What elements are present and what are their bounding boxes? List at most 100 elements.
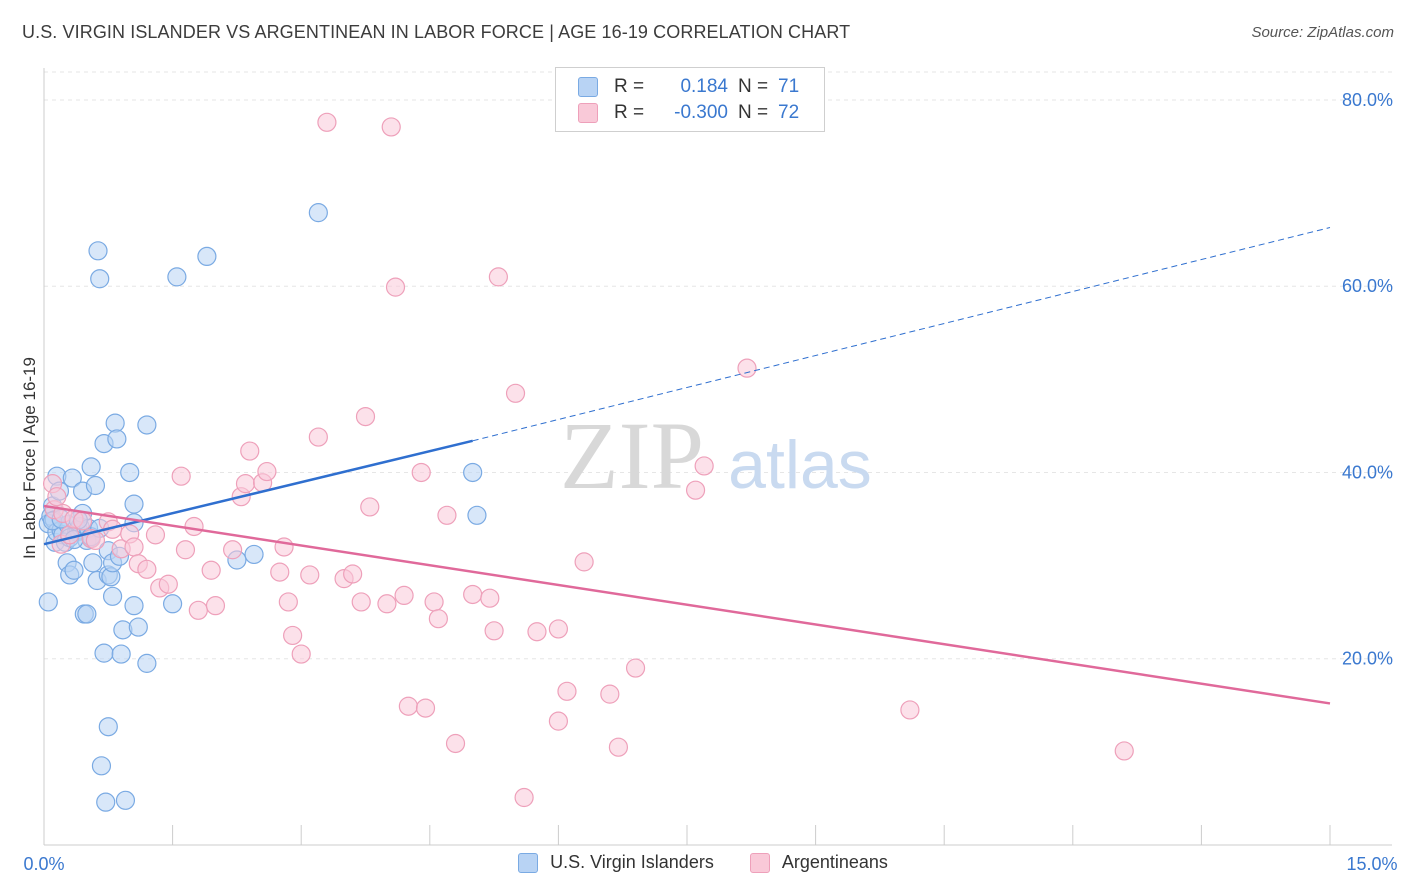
y-tick-label: 40.0% [1342,462,1393,482]
watermark: ZIP atlas [560,402,872,509]
argentinean-point [574,552,594,572]
argentinean-point [625,658,646,678]
virgin-islander-point [167,267,187,287]
argentinean-point [360,497,380,517]
virgin-islander-point [467,505,487,525]
virgin-islander-point [83,553,103,573]
virgin-islander-point [96,792,116,812]
source-label: Source: ZipAtlas.com [1251,24,1394,41]
argentinean-point [548,711,569,731]
argentinean-point [737,358,757,378]
series-swatch-blue [518,852,539,873]
gridlines [44,71,1392,660]
virgin-islander-point [107,429,127,449]
argentinean-point [257,461,277,482]
virgin-islander-point [62,468,82,488]
legend-r-label: R = [614,76,645,97]
argentinean-point [145,525,166,545]
data-points [38,112,1134,812]
series-legend-item-virgin-islanders[interactable]: U.S. Virgin Islanders [518,852,714,873]
virgin-islander-point [81,457,101,477]
virgin-islander-trend-extension [472,227,1331,442]
virgin-islander-point [308,203,328,223]
virgin-islander-point [105,413,125,433]
argentinean-point [480,588,500,608]
series-label: Argentineans [781,852,888,872]
virgin-islander-point [137,415,157,435]
virgin-islander-point [128,617,148,637]
virgin-islander-point [197,246,217,267]
argentinean-point [235,474,256,494]
argentinean-point [463,584,483,605]
tick-labels: 20.0% 40.0% 60.0% 80.0% 0.0% 15.0% [23,90,1397,874]
virgin-islander-point [124,494,144,514]
virgin-islander-trend-line [43,439,473,546]
argentinean-point [317,112,337,132]
argentinean-point [278,592,298,612]
argentinean-point [385,277,406,297]
virgin-islander-point [102,586,123,606]
argentinean-point [205,596,226,616]
y-tick-label: 60.0% [1342,276,1393,296]
y-tick-label: 80.0% [1342,90,1393,110]
argentinean-point [488,267,508,287]
virgin-islander-point [124,596,144,616]
virgin-islander-point [77,604,97,624]
virgin-islander-point [115,790,136,810]
argentinean-point [124,537,144,557]
series-swatch-pink [749,852,770,873]
argentinean-point [158,574,178,594]
legend-r-value: -0.300 [674,102,728,123]
argentinean-trend-line [43,504,1331,705]
virgin-islander-point [244,544,264,565]
argentinean-point [201,560,221,580]
argentinean-point [171,466,191,486]
x-tick-label: 0.0% [23,854,64,874]
argentinean-point [527,622,547,642]
argentinean-point [291,644,311,664]
legend-r-value: 0.184 [680,76,728,97]
argentinean-point [72,511,93,531]
argentinean-point [47,487,67,507]
argentinean-point [424,592,444,612]
argentinean-point [137,559,157,579]
legend-swatch-blue [578,77,598,97]
x-tick-label: 15.0% [1346,854,1397,874]
virgin-islander-point [91,756,112,776]
argentinean-point [608,737,629,757]
legend-n-value: 71 [778,76,800,97]
legend-row-virgin-islanders: R = 0.184 N = 71 [578,75,799,99]
argentinean-point [308,427,328,447]
trend-lines [43,227,1331,705]
argentinean-point [437,505,457,525]
argentinean-point [381,117,401,137]
argentinean-point [428,609,448,629]
argentinean-point [415,698,436,718]
argentinean-point [60,525,80,545]
argentinean-point [351,592,371,612]
y-tick-label: 20.0% [1342,649,1393,669]
argentinean-point [900,700,920,720]
argentinean-point [548,619,569,639]
series-label: U.S. Virgin Islanders [550,852,714,872]
virgin-islander-point [90,269,110,289]
virgin-islander-point [137,653,157,673]
virgin-islander-point [163,594,183,614]
series-legend-item-argentineans[interactable]: Argentineans [749,852,888,873]
virgin-islander-point [38,592,58,612]
argentinean-point [270,562,290,582]
virgin-islander-point [120,462,140,483]
watermark-atlas: atlas [728,427,872,503]
argentinean-point [398,696,418,716]
argentinean-point [184,516,204,537]
legend-n-label: N = [738,102,769,123]
correlation-legend: R = 0.184 N = 71 R = -0.300 N = 72 [555,67,825,132]
axes [43,68,1392,846]
argentinean-point [394,585,414,606]
argentinean-point [175,540,196,560]
argentinean-point [484,621,504,641]
argentinean-point [283,625,303,646]
watermark-zip: ZIP [560,402,704,509]
argentinean-point [514,787,534,808]
